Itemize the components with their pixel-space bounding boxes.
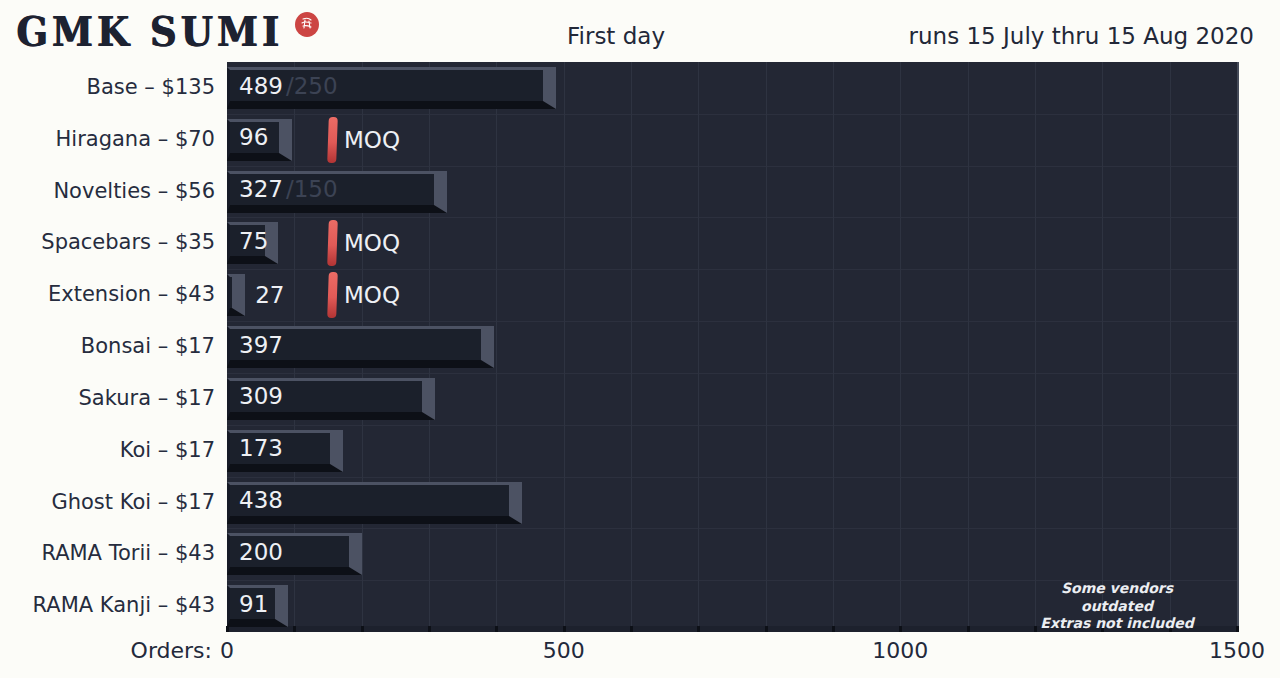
bar-value: 489/250 <box>230 73 338 99</box>
x-axis-label: Orders: <box>0 638 212 663</box>
axis-tick-notch <box>428 626 431 632</box>
category-label: Spacebars – $35 <box>0 217 215 269</box>
x-axis-tick: 0 <box>220 638 234 663</box>
bar-moq-suffix: /150 <box>286 176 338 202</box>
axis-tick-notch <box>697 626 700 632</box>
footnote-line: Some vendors outdated <box>1038 580 1196 615</box>
gridline <box>227 269 1237 270</box>
bar-value: 438 <box>230 487 283 513</box>
bar: 489/250 <box>227 67 556 109</box>
category-label: Ghost Koi – $17 <box>0 477 215 529</box>
gridline <box>1035 62 1036 632</box>
moq-label: MOQ <box>344 220 400 266</box>
bar-value: 75 <box>230 228 268 254</box>
category-label: RAMA Kanji – $43 <box>0 580 215 632</box>
category-label: Hiragana – $70 <box>0 114 215 166</box>
category-label: Base – $135 <box>0 62 215 114</box>
gridline <box>227 114 1237 115</box>
footnote: Some vendors outdated Extras not include… <box>1038 580 1196 633</box>
bar-value: 200 <box>230 539 283 565</box>
logo-text: GMK SUMI <box>16 10 283 51</box>
bar: 327/150 <box>227 171 447 213</box>
gridline <box>227 425 1237 426</box>
bar-moq-suffix: /250 <box>286 73 338 99</box>
moq-label: MOQ <box>344 272 400 318</box>
gridline <box>227 217 1237 218</box>
axis-tick-notch <box>832 626 835 632</box>
bar-value: 96 <box>230 124 268 150</box>
bar: 96 <box>227 119 292 161</box>
bar: 91 <box>227 585 288 627</box>
bar-value: 173 <box>230 435 283 461</box>
axis-tick-notch <box>967 626 970 632</box>
gridline <box>227 166 1237 167</box>
bar: 438 <box>227 482 522 524</box>
axis-tick-notch <box>899 626 902 632</box>
bar: 173 <box>227 430 343 472</box>
bar: 309 <box>227 378 435 420</box>
gridline <box>766 62 767 632</box>
bar <box>227 274 245 316</box>
category-label: Novelties – $56 <box>0 166 215 218</box>
bar-value: 27 <box>255 274 284 316</box>
bar-value: 91 <box>230 591 268 617</box>
gridline <box>900 62 901 632</box>
axis-tick-notch <box>495 626 498 632</box>
category-label: Sakura – $17 <box>0 373 215 425</box>
moq-marker <box>327 117 338 163</box>
run-dates: runs 15 July thru 15 Aug 2020 <box>909 23 1254 49</box>
moq-marker <box>327 272 338 318</box>
x-axis-tick: 1500 <box>1209 638 1265 663</box>
bar-value: 309 <box>230 383 283 409</box>
gridline <box>227 321 1237 322</box>
x-axis: Orders: 0 500 1000 1500 <box>0 638 1280 670</box>
bar-value: 327/150 <box>230 176 338 202</box>
axis-tick-notch <box>1236 626 1239 632</box>
axis-tick-notch <box>630 626 633 632</box>
axis-tick-notch <box>765 626 768 632</box>
axis-tick-notch <box>563 626 566 632</box>
category-label: Koi – $17 <box>0 425 215 477</box>
category-label: Bonsai – $17 <box>0 321 215 373</box>
category-label: RAMA Torii – $43 <box>0 528 215 580</box>
bar: 200 <box>227 533 362 575</box>
footnote-line: Extras not included <box>1038 615 1196 633</box>
gridline <box>968 62 969 632</box>
axis-tick-notch <box>293 626 296 632</box>
gridline <box>227 477 1237 478</box>
gridline <box>631 62 632 632</box>
axis-tick-notch <box>361 626 364 632</box>
gridline <box>1102 62 1103 632</box>
axis-tick-notch <box>1034 626 1037 632</box>
bar: 75 <box>227 222 278 264</box>
moq-label: MOQ <box>344 117 400 163</box>
logo: GMK SUMI <box>16 2 319 60</box>
bar: 397 <box>227 326 494 368</box>
seal-glyph-icon <box>299 16 315 32</box>
bar-value: 397 <box>230 332 283 358</box>
gridline <box>698 62 699 632</box>
chart-title: First day <box>567 23 665 49</box>
gridline <box>227 373 1237 374</box>
gridline <box>1170 62 1171 632</box>
plot-area: 489/250 96 327/150 75 27 397 309 173 438 200 91 MOQ… <box>227 62 1239 632</box>
x-axis-tick: 500 <box>543 638 585 663</box>
x-axis-tick: 1000 <box>872 638 928 663</box>
gridline <box>564 62 565 632</box>
gridline <box>496 62 497 632</box>
red-seal-icon <box>295 12 319 37</box>
category-label: Extension – $43 <box>0 269 215 321</box>
gridline <box>227 528 1237 529</box>
moq-marker <box>327 220 338 266</box>
gridline <box>833 62 834 632</box>
